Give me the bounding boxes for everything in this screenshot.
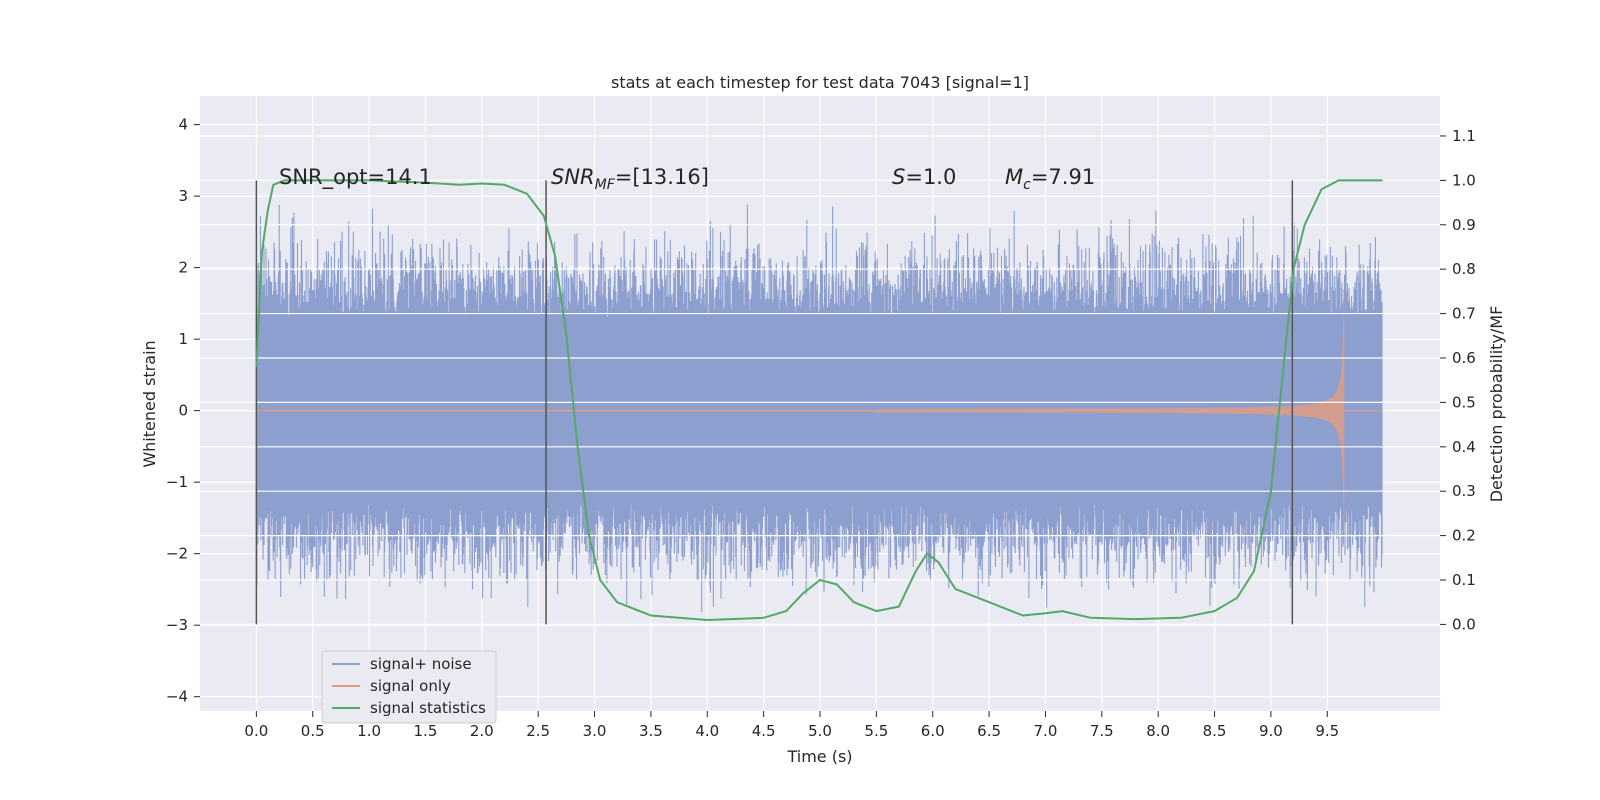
y2-tick-label: 1.1 [1452,127,1476,145]
x-tick-label: 2.0 [470,722,494,740]
annotation-mc: Mc=7.91 [1005,165,1095,193]
y-tick-label: 4 [178,116,188,134]
x-tick-label: 1.5 [414,722,438,740]
y-tick-label: −4 [166,688,188,706]
gridlines-right [200,135,1440,626]
x-tick-label: 7.0 [1034,722,1058,740]
annotation-snr-mf: SNRMF=[13.16] [551,165,709,193]
legend-label-signal-only: signal only [370,677,451,695]
x-tick-label: 9.0 [1259,722,1283,740]
x-tick-label: 4.5 [752,722,776,740]
y2-tick-label: 0.1 [1452,571,1476,589]
x-tick-label: 6.0 [921,722,945,740]
annotation-s: S=1.0 [892,165,956,189]
x-tick-label: 7.5 [1090,722,1114,740]
legend-box [321,650,497,724]
y2-tick-label: 1.0 [1452,171,1476,189]
y2-tick-label: 0.3 [1452,482,1476,500]
y-axis-label: Whitened strain [140,340,159,467]
y-tick-label: −3 [166,616,188,634]
y-tick-label: 1 [178,330,188,348]
x-tick-label: 8.5 [1203,722,1227,740]
series-signal-statistics [255,179,1383,621]
y2-tick-label: 0.8 [1452,260,1476,278]
y2-tick-label: 0.5 [1452,393,1476,411]
vertical-markers [255,180,1294,625]
legend: signal+ noise signal only signal statist… [321,650,497,724]
y2-axis-ticks: 1.1 1.0 0.9 0.8 0.7 0.6 0.5 0.4 0.3 0.2 0.1 0.0 [1440,127,1476,633]
y2-tick-label: 0.7 [1452,305,1476,323]
y2-tick-label: 0.2 [1452,527,1476,545]
legend-label-signal-statistics: signal statistics [370,699,486,717]
x-tick-label: 8.0 [1146,722,1170,740]
y-tick-label: 0 [178,402,188,420]
x-tick-label: 2.5 [526,722,550,740]
x-tick-label: 3.5 [639,722,663,740]
x-tick-label: 1.0 [357,722,381,740]
x-tick-label: 5.5 [864,722,888,740]
legend-label-signal-plus-noise: signal+ noise [370,655,472,673]
y-tick-label: −2 [166,545,188,563]
x-tick-label: 3.0 [583,722,607,740]
x-tick-label: 4.0 [695,722,719,740]
y-axis-ticks: 4 3 2 1 0 −1 −2 −3 −4 [166,116,200,706]
y2-tick-label: 0.0 [1452,615,1476,633]
y-tick-label: −1 [166,473,188,491]
annotation-snr-opt: SNR_opt=14.1 [279,165,432,190]
x-tick-label: 6.5 [977,722,1001,740]
x-axis-label: Time (s) [786,747,852,766]
chart-title: stats at each timestep for test data 704… [611,73,1029,92]
y2-tick-label: 0.6 [1452,349,1476,367]
y-tick-label: 2 [178,259,188,277]
y2-tick-label: 0.4 [1452,438,1476,456]
x-axis-ticks: 0.0 0.5 1.0 1.5 2.0 2.5 3.0 3.5 4.0 4.5 5.0 5.5 6.0 6… [244,711,1339,740]
signal-statistics-line [255,179,1383,621]
x-tick-label: 9.5 [1315,722,1339,740]
x-tick-label: 5.0 [808,722,832,740]
y-tick-label: 3 [178,187,188,205]
y2-tick-label: 0.9 [1452,216,1476,234]
x-tick-label: 0.5 [301,722,325,740]
series-signal-only [256,285,1383,536]
x-tick-label: 0.0 [244,722,268,740]
y2-axis-label: Detection probability/MF [1487,306,1506,503]
